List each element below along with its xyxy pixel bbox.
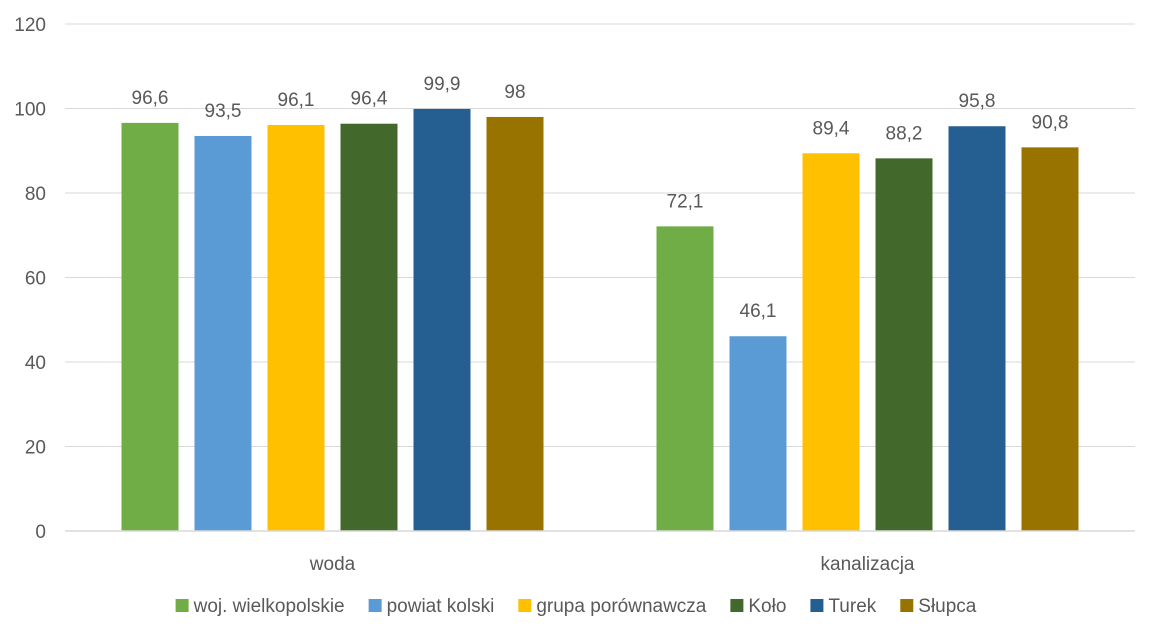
legend-swatch: [900, 599, 914, 612]
data-label: 99,9: [424, 74, 461, 95]
bar: [656, 226, 714, 531]
data-labels: 96,6 93,5 96,1 96,4 99,9 98 72,1 46,1 89,4 88,2 95…: [132, 74, 1069, 322]
x-category-label: woda: [309, 554, 356, 575]
y-tick-label: 120: [14, 15, 46, 36]
bar: [875, 158, 933, 532]
data-label: 88,2: [886, 123, 923, 144]
data-label: 72,1: [667, 191, 704, 212]
y-tick-label: 80: [25, 184, 46, 205]
bar: [729, 336, 787, 531]
legend-swatch: [368, 599, 382, 612]
legend: woj. wielkopolskie powiat kolski grupa por…: [175, 596, 977, 617]
y-tick-label: 0: [35, 522, 46, 543]
y-tick-label: 100: [14, 100, 46, 121]
y-tick-label: 60: [25, 269, 46, 290]
x-category-label: kanalizacja: [821, 554, 915, 575]
bar: [802, 153, 860, 531]
data-label: 93,5: [205, 101, 242, 122]
axes: 0 20 40 60 80 100 120 woda kanalizacja: [14, 15, 1135, 575]
bar: [194, 135, 252, 531]
legend-label: powiat kolski: [387, 596, 495, 617]
data-label: 95,8: [959, 91, 996, 112]
data-label: 46,1: [740, 301, 777, 322]
bar: [121, 122, 179, 532]
data-label: 96,6: [132, 88, 169, 109]
y-tick-label: 40: [25, 353, 46, 374]
bars: [121, 108, 1079, 532]
bar: [413, 108, 471, 532]
data-label: 96,4: [351, 89, 388, 110]
bar: [267, 124, 325, 531]
legend-label: woj. wielkopolskie: [193, 596, 345, 617]
bar: [1021, 147, 1079, 531]
y-tick-label: 20: [25, 438, 46, 459]
data-label: 90,8: [1032, 112, 1069, 133]
legend-label: Koło: [748, 596, 786, 617]
legend-label: Turek: [828, 596, 876, 617]
bar: [340, 123, 398, 532]
bar: [948, 126, 1006, 532]
legend-label: Słupca: [918, 596, 977, 617]
legend-swatch: [810, 599, 824, 612]
data-label: 98: [504, 82, 525, 103]
legend-label: grupa porównawcza: [536, 596, 706, 617]
data-label: 96,1: [278, 90, 315, 111]
legend-swatch: [518, 599, 532, 612]
legend-swatch: [730, 599, 744, 612]
data-label: 89,4: [813, 118, 850, 139]
legend-swatch: [175, 599, 189, 612]
bar: [486, 116, 544, 531]
